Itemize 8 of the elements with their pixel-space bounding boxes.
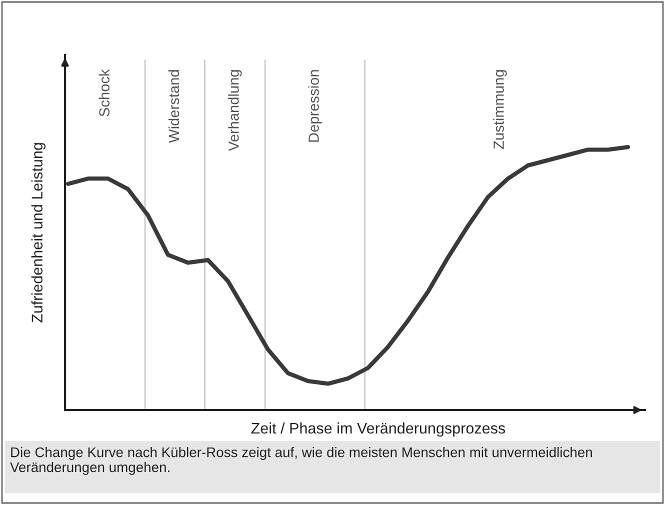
text: Depression bbox=[308, 70, 322, 142]
annotation: Zustimmung bbox=[493, 70, 507, 149]
text: Die Change Kurve nach Kübler-Ross zeigt auf, wie die meisten Menschen mit unvermeidlichen Veränderungen umgehen. bbox=[10, 447, 592, 475]
text: Widerstand bbox=[168, 70, 180, 143]
y-axis-title: Zufriedenheit und Leistung bbox=[31, 143, 46, 322]
x-axis-title: Zeit / Phase im Veränderungsprozess bbox=[251, 422, 506, 437]
text: Schock bbox=[98, 69, 110, 116]
annotation: Verhandlung bbox=[228, 70, 242, 152]
